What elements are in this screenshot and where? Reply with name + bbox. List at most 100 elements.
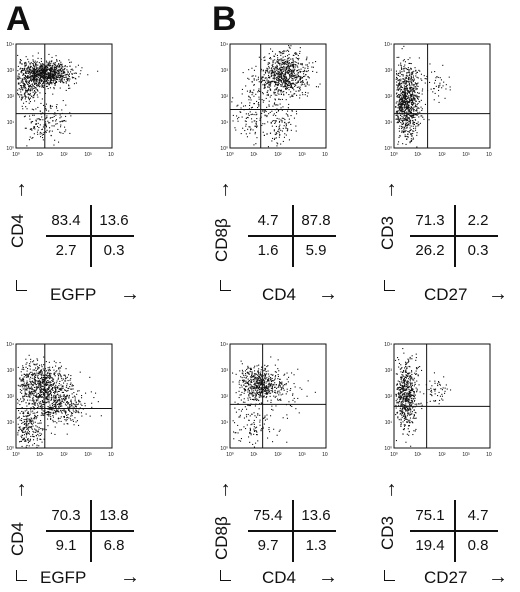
event-dot (24, 410, 26, 412)
event-dot (43, 378, 45, 380)
event-dot (47, 393, 49, 395)
event-dot (39, 92, 41, 94)
event-dot (73, 392, 75, 394)
event-dot (32, 374, 34, 376)
event-dot (62, 100, 64, 102)
event-dot (29, 68, 31, 70)
event-dot (53, 62, 55, 64)
event-dot (39, 78, 41, 80)
event-dot (45, 401, 47, 403)
event-dot (48, 63, 50, 65)
event-dot (22, 438, 24, 440)
event-dot (415, 69, 417, 71)
event-dot (40, 396, 42, 398)
event-dot (54, 75, 56, 77)
event-dot (400, 95, 402, 97)
event-dot (405, 91, 407, 93)
event-dot (40, 75, 42, 77)
event-dot (412, 98, 414, 100)
event-dot (39, 110, 41, 112)
quadrant-lower-left: 2.7 (55, 242, 77, 259)
event-dot (22, 397, 24, 399)
event-dot (272, 70, 274, 72)
event-dot (58, 420, 60, 422)
event-dot (55, 123, 57, 125)
event-dot (409, 91, 411, 93)
event-dot (60, 402, 62, 404)
event-dot (28, 383, 30, 385)
event-dot (42, 392, 44, 394)
event-dot (254, 399, 256, 401)
event-dot (38, 80, 40, 82)
event-dot (263, 385, 265, 387)
event-dot (71, 393, 73, 395)
event-dot (53, 383, 55, 385)
event-dot (31, 374, 33, 376)
event-dot (41, 382, 43, 384)
event-dot (32, 398, 34, 400)
event-dot (46, 79, 48, 81)
event-dot (22, 384, 24, 386)
event-dot (248, 390, 250, 392)
event-dot (260, 389, 262, 391)
event-dot (288, 67, 290, 69)
event-dot (403, 68, 405, 70)
event-dot (403, 98, 405, 100)
event-dot (59, 75, 61, 77)
event-dot (43, 104, 45, 106)
event-dot (410, 95, 412, 97)
event-dot (25, 439, 27, 441)
event-dot (49, 404, 51, 406)
event-dot (33, 68, 35, 70)
event-dot (49, 390, 51, 392)
event-dot (41, 377, 43, 379)
event-dot (308, 84, 310, 86)
event-dot (47, 88, 49, 90)
event-dot (27, 76, 29, 78)
event-dot (260, 392, 262, 394)
event-dot (79, 73, 81, 75)
event-dot (262, 375, 264, 377)
event-dot (69, 65, 71, 67)
event-dot (38, 72, 40, 74)
event-dot (281, 120, 283, 122)
event-dot (245, 376, 247, 378)
event-dot (259, 384, 261, 386)
event-dot (266, 114, 268, 116)
event-dot (247, 381, 249, 383)
scatter-svg-3: 10⁰10¹10²10³10⁴10⁰10¹10²10³10⁴ (6, 342, 114, 458)
event-dot (272, 391, 274, 393)
event-dot (31, 89, 33, 91)
event-dot (292, 95, 294, 97)
event-dot (257, 382, 259, 384)
event-dot (417, 92, 419, 94)
event-dot (37, 57, 39, 59)
event-dot (58, 406, 60, 408)
event-dot (401, 99, 403, 101)
event-dot (21, 70, 23, 72)
event-dot (283, 52, 285, 54)
event-dot (45, 391, 47, 393)
event-dot (285, 88, 287, 90)
event-dot (64, 398, 66, 400)
event-dot (65, 410, 67, 412)
event-dot (24, 62, 26, 64)
event-dot (306, 64, 308, 66)
event-dot (282, 86, 284, 88)
event-dot (274, 55, 276, 57)
event-dot (54, 400, 56, 402)
event-dot (40, 420, 42, 422)
event-dot (49, 411, 51, 413)
event-dot (289, 47, 291, 49)
event-dot (20, 71, 22, 73)
event-dot (410, 89, 412, 91)
event-dot (70, 404, 72, 406)
event-dot (64, 65, 66, 67)
event-dot (32, 76, 34, 78)
event-dot (410, 95, 412, 97)
event-dot (254, 374, 256, 376)
event-dot (53, 397, 55, 399)
event-dot (299, 79, 301, 81)
event-dot (278, 78, 280, 80)
event-dot (45, 370, 47, 372)
